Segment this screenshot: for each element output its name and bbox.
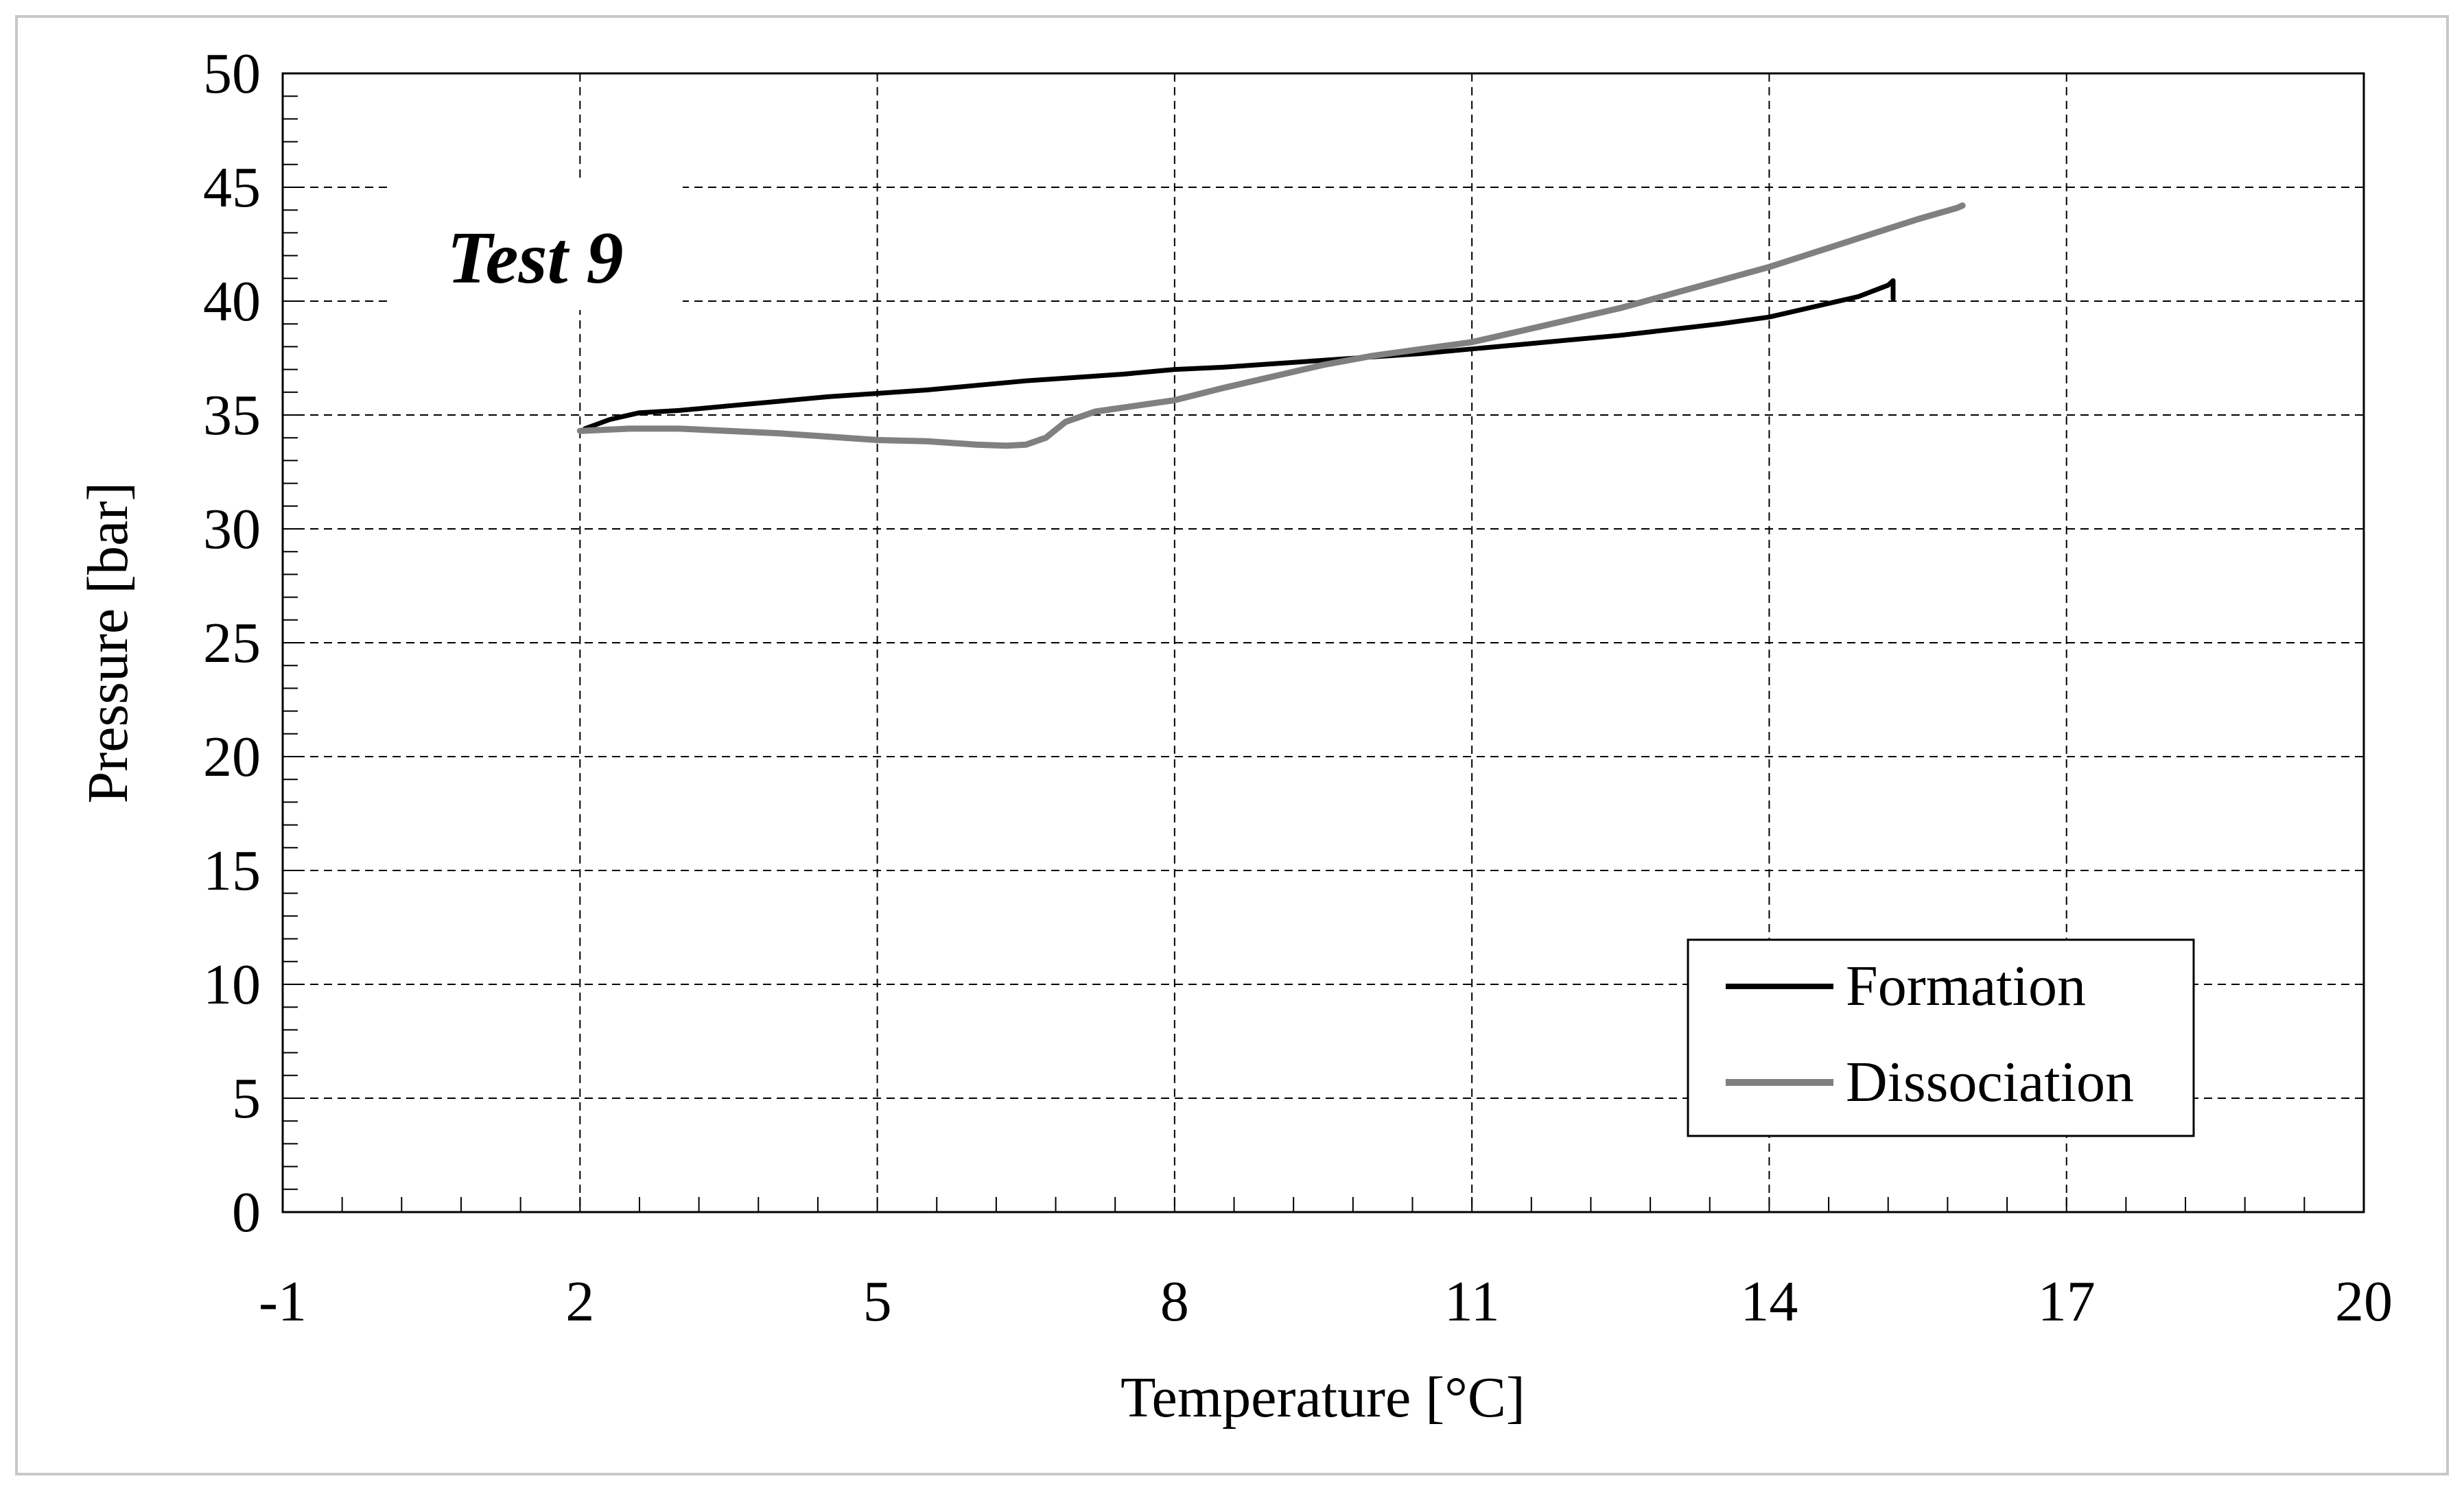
x-tick-label: 5 xyxy=(863,1270,892,1333)
x-tick-label: -1 xyxy=(259,1270,307,1333)
x-tick-labels: -1 2 5 8 11 14 17 20 xyxy=(259,1270,2393,1333)
plot-area-border xyxy=(281,72,2365,1213)
series-line-dissociation xyxy=(576,202,1966,449)
y-axis-label: Pressure [bar] xyxy=(76,482,140,804)
x-tick-label: 20 xyxy=(2335,1270,2393,1333)
legend-box xyxy=(1687,938,2195,1137)
x-tick-label: 14 xyxy=(1740,1270,1798,1333)
y-tick-label: 30 xyxy=(203,497,261,561)
y-tick-label: 35 xyxy=(203,383,261,447)
y-tick-label: 45 xyxy=(203,156,261,220)
x-axis-label: Temperature [°C] xyxy=(1120,1366,1525,1430)
y-tick-labels: 0 5 10 15 20 25 30 35 40 45 50 xyxy=(203,42,261,1244)
y-tick-label: 40 xyxy=(203,270,261,333)
series-layer xyxy=(576,202,1966,449)
figure-frame xyxy=(15,15,2449,1475)
y-tick-label: 5 xyxy=(232,1067,261,1130)
y-tick-label: 25 xyxy=(203,611,261,675)
legend-label-dissociation: Dissociation xyxy=(1846,1050,2134,1114)
legend: Formation Dissociation xyxy=(1687,938,2195,1137)
x-tick-label: 17 xyxy=(2038,1270,2096,1333)
y-tick-label: 50 xyxy=(203,42,261,106)
y-tick-label: 0 xyxy=(232,1181,261,1244)
y-tick-label: 15 xyxy=(203,839,261,903)
series-line-formation xyxy=(583,278,1896,431)
x-tick-label: 2 xyxy=(565,1270,594,1333)
chart-title: Test 9 xyxy=(447,217,623,299)
title-box xyxy=(388,180,683,310)
legend-label-formation: Formation xyxy=(1846,954,2086,1018)
y-tick-label: 10 xyxy=(203,953,261,1017)
x-tick-label: 11 xyxy=(1444,1270,1500,1333)
y-tick-label: 20 xyxy=(203,725,261,789)
x-tick-label: 8 xyxy=(1160,1270,1189,1333)
